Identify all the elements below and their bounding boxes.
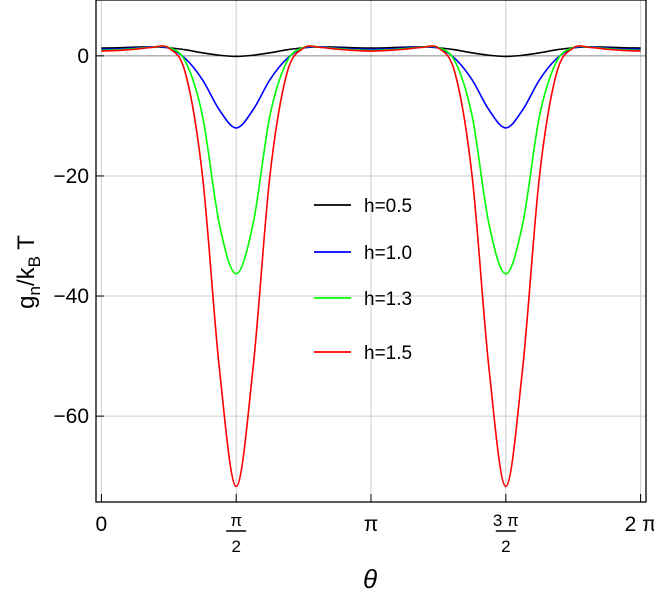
legend: h=0.5 h=1.0 h=1.3 h=1.5	[314, 196, 412, 364]
legend-label: h=1.5	[364, 343, 412, 364]
series-line-h=1.5	[101, 45, 641, 488]
y-tick-label: −60	[53, 405, 89, 428]
x-tick-label-numerator: 3 π	[493, 511, 519, 530]
curves	[101, 45, 641, 488]
ticks: 0 π 2 π 3 π 2 2 π 0 −20 −40 −60	[53, 45, 654, 556]
series-line-h=1.0	[101, 45, 641, 129]
legend-label: h=1.3	[364, 289, 412, 310]
y-tick-label: −20	[53, 165, 89, 188]
grid	[96, 0, 646, 502]
series-line-h=0.5	[101, 46, 641, 58]
y-tick-label: −40	[53, 285, 89, 308]
legend-label: h=0.5	[364, 196, 412, 217]
legend-label: h=1.0	[364, 243, 412, 264]
x-axis-label: θ	[363, 564, 377, 594]
y-tick-label: 0	[77, 45, 89, 68]
y-axis-label: gn/kB T	[13, 235, 44, 309]
x-tick-label-denominator: 2	[231, 537, 240, 556]
x-tick-label: π	[364, 513, 379, 536]
x-tick-label-numerator: π	[230, 511, 242, 530]
x-tick-label: 2 π	[625, 513, 654, 536]
x-tick-label-denominator: 2	[501, 537, 510, 556]
x-tick-label: 0	[96, 513, 108, 536]
